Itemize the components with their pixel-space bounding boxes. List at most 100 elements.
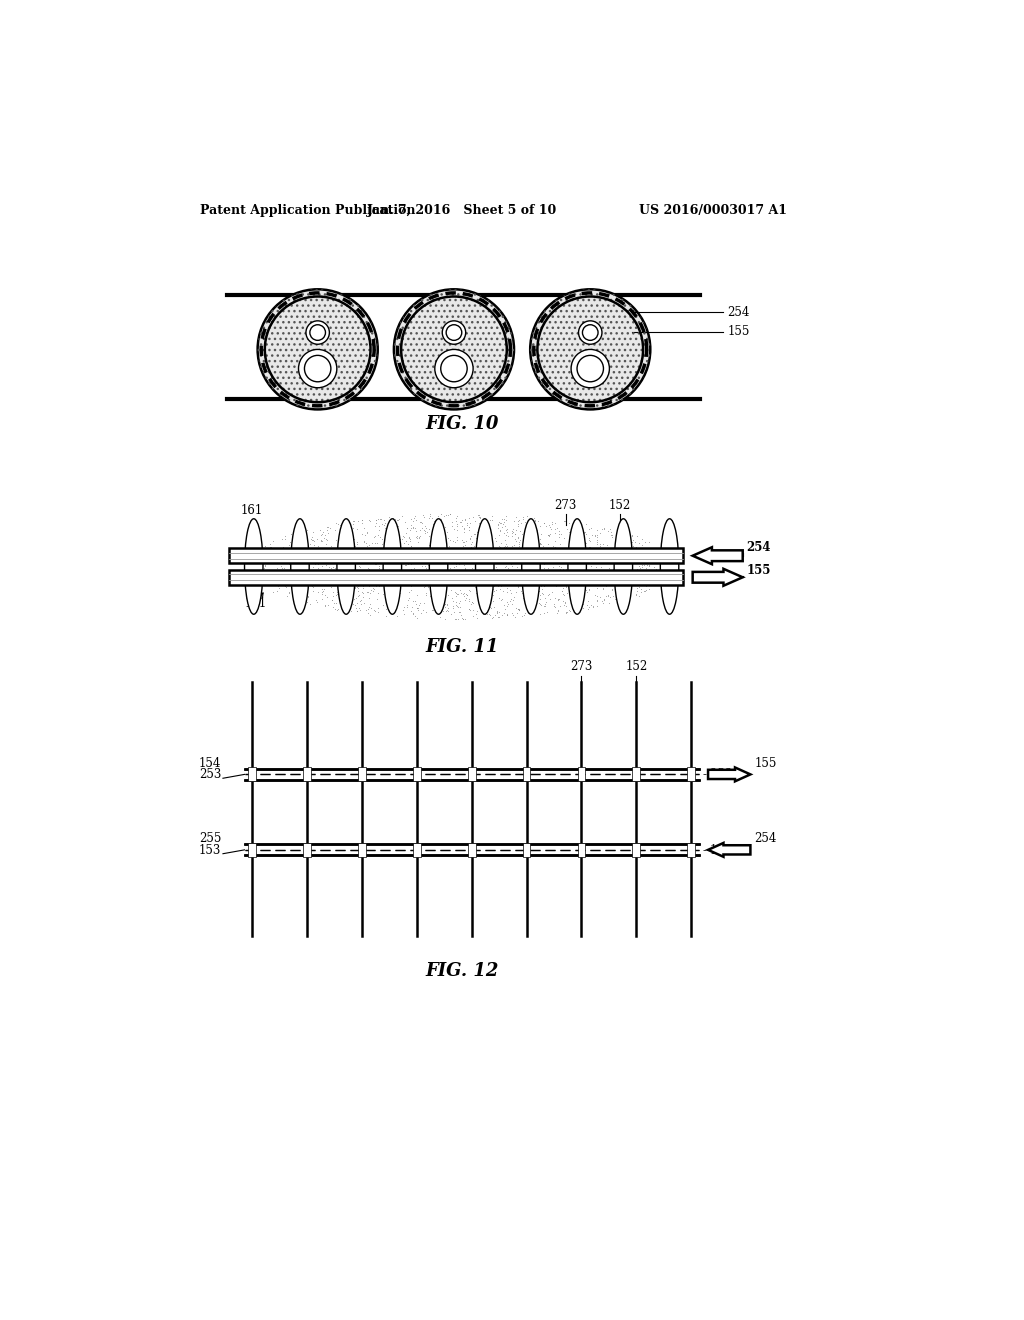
Point — [438, 544, 455, 565]
Point — [585, 595, 601, 616]
Point — [529, 574, 546, 595]
Point — [603, 562, 620, 583]
Point — [407, 574, 423, 595]
Point — [313, 578, 330, 599]
Point — [584, 524, 600, 545]
Point — [628, 536, 644, 557]
Point — [301, 550, 317, 572]
Point — [323, 565, 339, 586]
Point — [498, 524, 514, 545]
Point — [642, 545, 658, 566]
Point — [289, 527, 305, 548]
Point — [486, 568, 503, 589]
Point — [536, 602, 552, 623]
Point — [485, 576, 502, 597]
FancyBboxPatch shape — [468, 843, 475, 857]
Point — [319, 545, 336, 566]
Point — [498, 510, 514, 531]
Point — [627, 532, 643, 553]
Point — [457, 566, 473, 587]
Circle shape — [306, 321, 330, 345]
Point — [415, 561, 431, 582]
Point — [553, 581, 569, 602]
Point — [607, 543, 624, 564]
Text: 254: 254 — [727, 306, 750, 319]
Point — [318, 529, 335, 550]
FancyBboxPatch shape — [229, 570, 683, 585]
Point — [391, 554, 408, 576]
Point — [389, 606, 406, 627]
Point — [338, 586, 354, 607]
Point — [389, 510, 406, 531]
Point — [500, 581, 516, 602]
Point — [422, 573, 438, 594]
Point — [463, 537, 479, 558]
Point — [347, 578, 364, 599]
Point — [349, 517, 366, 539]
Point — [475, 603, 492, 624]
Point — [340, 589, 356, 610]
Point — [276, 576, 293, 597]
Point — [516, 545, 532, 566]
Point — [352, 591, 369, 612]
Point — [514, 508, 530, 529]
Point — [657, 570, 674, 591]
Point — [333, 544, 349, 565]
Point — [626, 548, 642, 569]
Point — [435, 586, 452, 607]
Point — [378, 574, 394, 595]
Point — [408, 527, 424, 548]
Point — [456, 586, 472, 607]
Point — [512, 520, 528, 541]
Point — [449, 594, 465, 615]
Point — [410, 568, 426, 589]
Point — [516, 582, 532, 603]
Point — [484, 558, 501, 579]
Point — [545, 536, 561, 557]
Point — [435, 545, 452, 566]
Point — [278, 548, 294, 569]
Point — [612, 541, 629, 562]
Point — [349, 601, 366, 622]
Point — [485, 561, 502, 582]
Point — [447, 511, 464, 532]
Point — [604, 560, 621, 581]
Point — [443, 561, 460, 582]
Point — [496, 513, 512, 535]
Point — [583, 517, 599, 539]
Point — [339, 565, 355, 586]
Point — [565, 599, 582, 620]
Point — [339, 560, 355, 581]
Circle shape — [310, 325, 326, 341]
Point — [325, 566, 341, 587]
Point — [508, 520, 524, 541]
Point — [516, 550, 532, 572]
Point — [552, 533, 568, 554]
Point — [426, 533, 442, 554]
FancyBboxPatch shape — [413, 843, 421, 857]
Point — [494, 564, 510, 585]
Point — [435, 594, 452, 615]
Point — [597, 560, 613, 581]
Point — [577, 521, 593, 543]
Point — [457, 557, 473, 578]
Point — [427, 593, 443, 614]
Point — [495, 561, 511, 582]
Point — [367, 553, 383, 574]
Point — [361, 605, 378, 626]
Point — [665, 557, 681, 578]
Point — [401, 528, 418, 549]
Point — [360, 597, 377, 618]
Point — [525, 508, 542, 529]
Point — [300, 586, 316, 607]
Point — [482, 557, 499, 578]
Point — [514, 606, 530, 627]
Point — [502, 543, 518, 564]
Point — [497, 536, 513, 557]
Point — [524, 603, 541, 624]
Point — [452, 590, 468, 611]
Point — [287, 533, 303, 554]
Point — [339, 543, 355, 564]
Point — [278, 577, 294, 598]
Point — [470, 576, 486, 597]
